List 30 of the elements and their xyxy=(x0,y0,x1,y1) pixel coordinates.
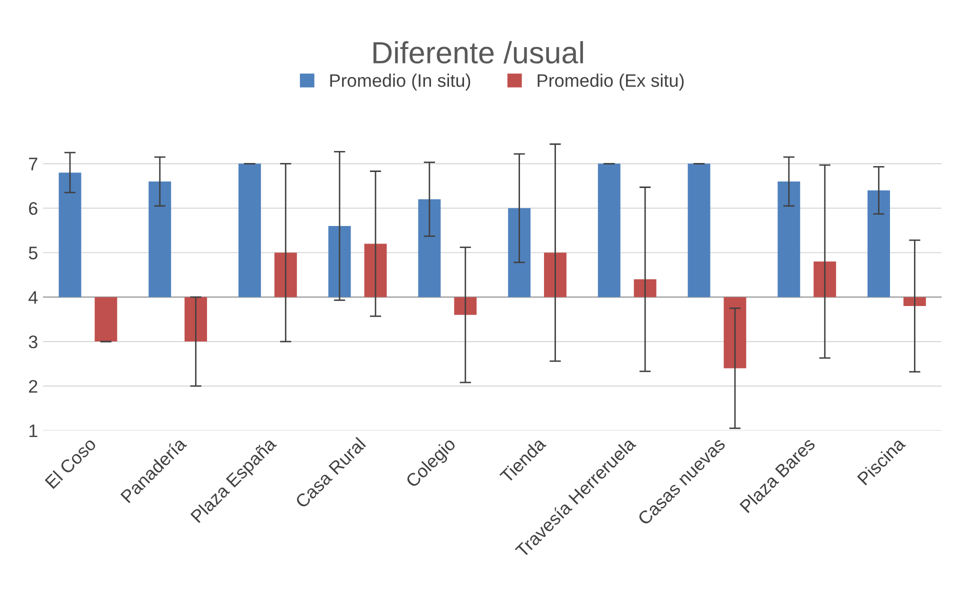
bar xyxy=(328,226,351,298)
y-tick-label: 2 xyxy=(29,380,38,393)
bar xyxy=(814,262,836,298)
bar xyxy=(688,164,710,298)
bar xyxy=(724,297,746,368)
bar xyxy=(274,252,297,298)
chart-title: Diferente /usual xyxy=(374,41,583,64)
bar xyxy=(94,297,118,342)
y-tick-label: 4 xyxy=(28,291,38,304)
y-tick-label: 6 xyxy=(29,202,38,215)
bar xyxy=(148,181,172,298)
bar xyxy=(58,172,82,298)
bar xyxy=(418,199,441,298)
y-tick-label: 3 xyxy=(28,335,38,348)
bar xyxy=(903,297,926,306)
y-tick-label: 7 xyxy=(29,158,38,170)
bar xyxy=(508,208,531,298)
bar xyxy=(544,252,566,298)
y-tick-label: 1 xyxy=(29,424,38,438)
bar xyxy=(238,164,261,298)
legend-label: Promedio (In situ) xyxy=(330,74,470,91)
bar xyxy=(634,279,656,298)
bar xyxy=(184,297,208,342)
bar xyxy=(364,244,387,298)
y-tick-label: 5 xyxy=(28,246,38,260)
bar xyxy=(454,297,477,315)
bar xyxy=(598,164,620,298)
bar xyxy=(778,181,800,298)
legend-label: Promedio (Ex situ) xyxy=(538,74,684,91)
bar xyxy=(868,190,890,298)
